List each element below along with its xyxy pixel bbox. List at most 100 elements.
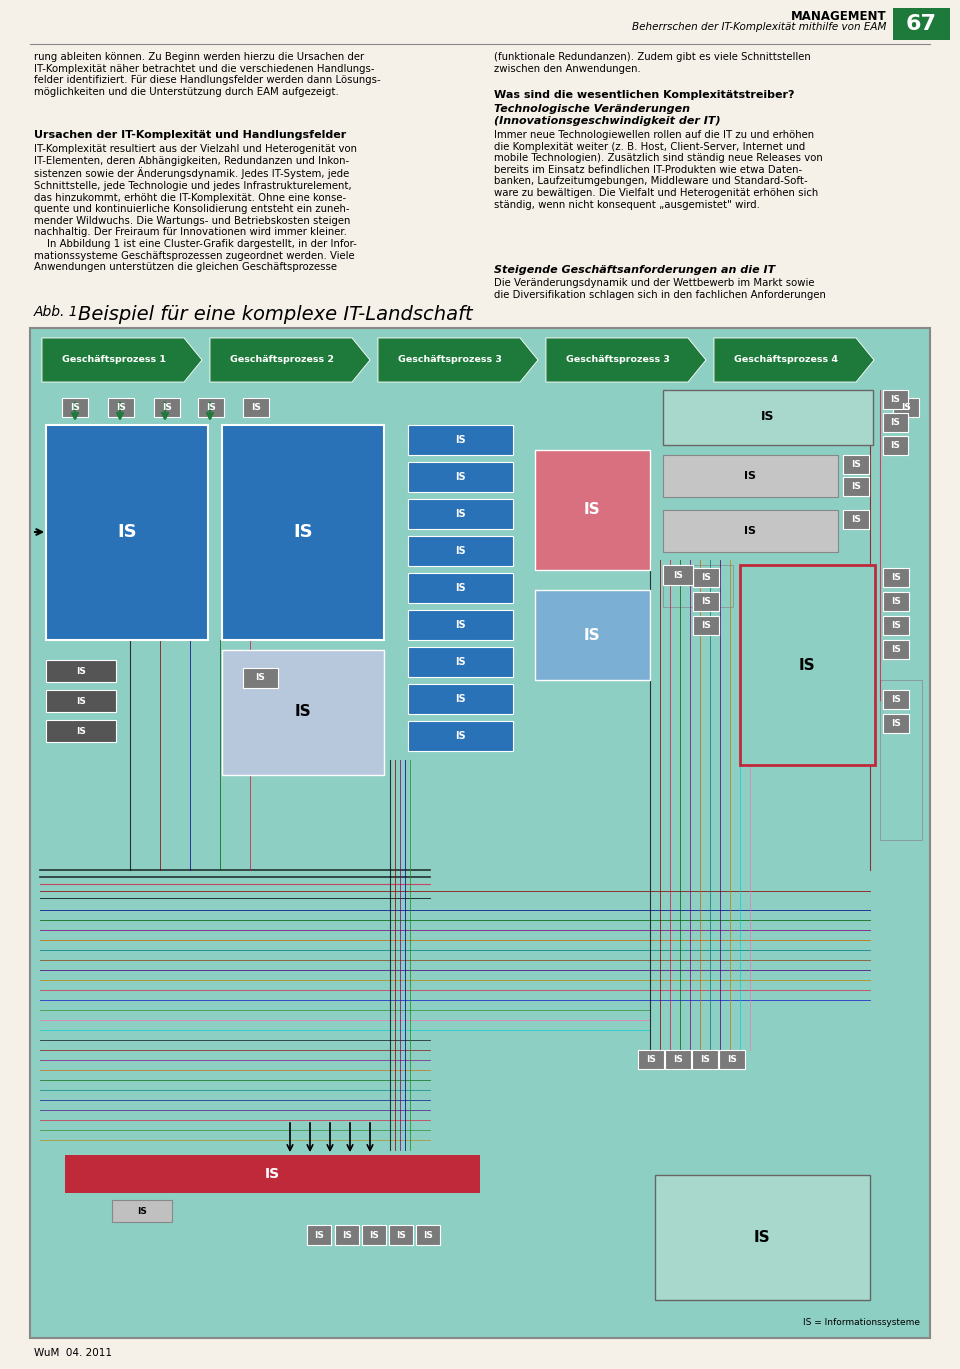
Text: IS: IS [673, 571, 683, 579]
Bar [408, 648, 513, 678]
Text: IS: IS [455, 472, 466, 482]
Bar [112, 1201, 172, 1223]
Text: IS: IS [455, 583, 466, 593]
Text: IS: IS [293, 523, 313, 541]
Bar [663, 565, 733, 606]
Text: 67: 67 [905, 14, 937, 34]
Text: IS: IS [891, 396, 900, 404]
Text: Geschäftsprozess 2: Geschäftsprozess 2 [230, 356, 334, 364]
Text: IS: IS [76, 667, 86, 675]
Bar [883, 639, 909, 658]
Bar [655, 1175, 870, 1301]
Text: IS: IS [455, 657, 466, 667]
Text: IS: IS [852, 460, 861, 470]
Text: IS: IS [584, 502, 600, 517]
Text: IS: IS [455, 731, 466, 741]
Text: IS: IS [754, 1229, 770, 1244]
Text: Steigende Geschäftsanforderungen an die IT: Steigende Geschäftsanforderungen an die … [494, 266, 776, 275]
Text: IS: IS [891, 622, 900, 630]
Text: IS: IS [70, 402, 80, 412]
Text: IS: IS [396, 1231, 406, 1239]
Polygon shape [210, 338, 370, 382]
Text: Geschäftsprozess 4: Geschäftsprozess 4 [734, 356, 838, 364]
Bar [740, 565, 875, 765]
Text: IS: IS [727, 1055, 737, 1064]
Text: IS: IS [455, 546, 466, 556]
Bar [243, 668, 278, 689]
Bar [307, 1225, 331, 1244]
Bar [843, 476, 869, 496]
Text: (Innovationsgeschwindigkeit der IT): (Innovationsgeschwindigkeit der IT) [494, 116, 721, 126]
Bar [222, 650, 384, 775]
Text: IS: IS [852, 515, 861, 524]
Text: IS: IS [342, 1231, 352, 1239]
Bar [883, 413, 908, 433]
Bar [408, 537, 513, 565]
Bar [108, 398, 134, 418]
Bar [693, 616, 719, 635]
Bar [222, 424, 384, 639]
Text: IS: IS [455, 620, 466, 630]
Text: IS: IS [901, 402, 911, 412]
Text: IS: IS [264, 1166, 279, 1181]
Text: IS: IS [701, 597, 711, 606]
Text: IS: IS [891, 418, 900, 427]
Bar [46, 690, 116, 712]
Text: IS: IS [701, 622, 711, 630]
Bar [665, 1050, 691, 1069]
Bar [408, 498, 513, 528]
Bar [535, 450, 650, 570]
Text: IS: IS [455, 435, 466, 445]
Bar [893, 398, 919, 418]
Polygon shape [714, 338, 874, 382]
Bar [335, 1225, 359, 1244]
Bar [408, 461, 513, 491]
Polygon shape [378, 338, 538, 382]
Text: IS: IS [252, 402, 261, 412]
Bar [883, 435, 908, 455]
Bar [883, 690, 909, 709]
Bar [843, 511, 869, 528]
Text: IS: IS [455, 694, 466, 704]
Text: IS: IS [137, 1206, 147, 1216]
Text: IS: IS [76, 727, 86, 735]
Text: Geschäftsprozess 3: Geschäftsprozess 3 [566, 356, 670, 364]
Bar [883, 390, 908, 409]
Polygon shape [546, 338, 706, 382]
Bar [46, 424, 208, 639]
Text: rung ableiten können. Zu Beginn werden hierzu die Ursachen der
IT-Komplexität nä: rung ableiten können. Zu Beginn werden h… [34, 52, 380, 97]
Text: IS: IS [744, 471, 756, 481]
Text: Beherrschen der IT-Komplexität mithilfe von EAM: Beherrschen der IT-Komplexität mithilfe … [633, 22, 887, 31]
Bar [416, 1225, 440, 1244]
Bar [154, 398, 180, 418]
Text: IS: IS [369, 1231, 379, 1239]
Text: IS = Informationssysteme: IS = Informationssysteme [803, 1318, 920, 1327]
Text: Die Veränderungsdynamik und der Wettbewerb im Markt sowie
die Diversifikation sc: Die Veränderungsdynamik und der Wettbewe… [494, 278, 826, 300]
Bar [692, 1050, 718, 1069]
Text: IS: IS [455, 509, 466, 519]
Text: Geschäftsprozess 1: Geschäftsprozess 1 [62, 356, 166, 364]
Text: Ursachen der IT-Komplexität und Handlungsfelder: Ursachen der IT-Komplexität und Handlung… [34, 130, 347, 140]
Text: IS: IS [891, 574, 900, 582]
Bar [30, 329, 930, 1338]
Bar [408, 574, 513, 602]
Bar [65, 1155, 480, 1192]
Text: Immer neue Technologiewellen rollen auf die IT zu und erhöhen
die Komplexität we: Immer neue Technologiewellen rollen auf … [494, 130, 823, 209]
Polygon shape [42, 338, 202, 382]
Text: IS: IS [162, 402, 172, 412]
Bar [408, 721, 513, 752]
Bar [893, 8, 950, 40]
Text: IS: IS [761, 411, 775, 423]
Text: WuM  04. 2011: WuM 04. 2011 [34, 1348, 112, 1358]
Text: IT-Komplexität resultiert aus der Vielzahl und Heterogenität von
IT-Elementen, d: IT-Komplexität resultiert aus der Vielza… [34, 144, 357, 272]
Text: IS: IS [891, 645, 900, 654]
Bar [883, 616, 909, 635]
Text: (funktionale Redundanzen). Zudem gibt es viele Schnittstellen
zwischen den Anwen: (funktionale Redundanzen). Zudem gibt es… [494, 52, 811, 74]
Text: IS: IS [76, 697, 86, 705]
Bar [362, 1225, 386, 1244]
Text: IS: IS [646, 1055, 656, 1064]
Bar [883, 591, 909, 611]
Text: IS: IS [891, 441, 900, 450]
Bar [719, 1050, 745, 1069]
Text: IS: IS [701, 574, 711, 582]
